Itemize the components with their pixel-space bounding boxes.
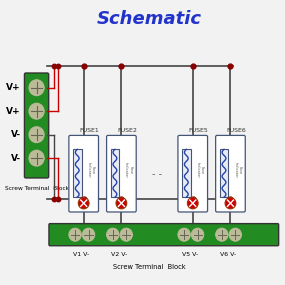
Circle shape xyxy=(225,198,236,209)
Bar xyxy=(73,149,82,197)
Text: V-: V- xyxy=(11,130,21,139)
Text: V-: V- xyxy=(11,154,21,163)
Text: Screw Terminal  Block: Screw Terminal Block xyxy=(5,186,69,192)
Bar xyxy=(111,149,119,197)
Text: FUSE1: FUSE1 xyxy=(80,128,99,133)
Circle shape xyxy=(82,228,95,241)
FancyBboxPatch shape xyxy=(49,224,279,246)
Circle shape xyxy=(187,198,198,209)
Text: - -: - - xyxy=(152,169,162,179)
FancyBboxPatch shape xyxy=(107,135,136,212)
Text: Fuse
Indicator: Fuse Indicator xyxy=(86,162,95,178)
Text: V1 V-: V1 V- xyxy=(73,252,89,257)
Circle shape xyxy=(29,103,44,119)
Text: V+: V+ xyxy=(6,83,21,92)
Circle shape xyxy=(69,228,81,241)
Circle shape xyxy=(192,228,204,241)
Circle shape xyxy=(29,150,44,166)
Text: Fuse
Indicator: Fuse Indicator xyxy=(124,162,133,178)
Text: FUSE6: FUSE6 xyxy=(226,128,246,133)
FancyBboxPatch shape xyxy=(69,135,99,212)
Text: V6 V-: V6 V- xyxy=(220,252,236,257)
Circle shape xyxy=(29,80,44,96)
FancyBboxPatch shape xyxy=(178,135,207,212)
Bar xyxy=(220,149,228,197)
Text: V+: V+ xyxy=(6,107,21,116)
Circle shape xyxy=(216,228,228,241)
Circle shape xyxy=(120,228,133,241)
Text: V5 V-: V5 V- xyxy=(182,252,198,257)
Text: FUSE5: FUSE5 xyxy=(189,128,208,133)
Text: V2 V-: V2 V- xyxy=(111,252,127,257)
Circle shape xyxy=(178,228,190,241)
Circle shape xyxy=(107,228,119,241)
FancyBboxPatch shape xyxy=(216,135,245,212)
Text: FUSE2: FUSE2 xyxy=(117,128,137,133)
Circle shape xyxy=(78,198,89,209)
Circle shape xyxy=(116,198,127,209)
FancyBboxPatch shape xyxy=(25,73,49,178)
Text: Fuse
Indicator: Fuse Indicator xyxy=(196,162,204,178)
Text: Fuse
Indicator: Fuse Indicator xyxy=(233,162,242,178)
Text: Schematic: Schematic xyxy=(97,10,202,28)
Circle shape xyxy=(229,228,241,241)
Text: Screw Terminal  Block: Screw Terminal Block xyxy=(113,264,186,270)
Circle shape xyxy=(29,127,44,142)
Bar xyxy=(182,149,191,197)
